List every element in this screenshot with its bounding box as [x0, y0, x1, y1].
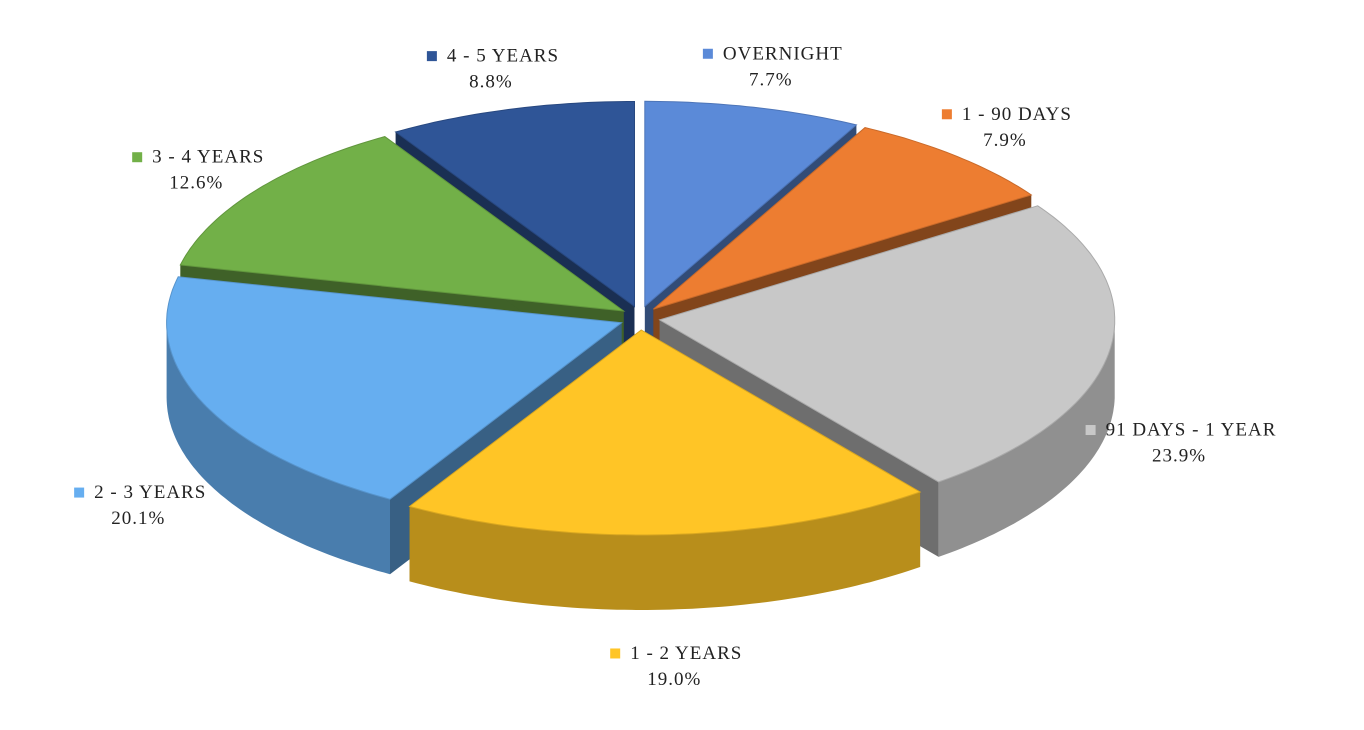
slice: [644, 100, 858, 308]
legend-marker: [426, 51, 437, 62]
slice: [658, 205, 1116, 483]
data-label-name: 2 - 3 YEARS: [94, 482, 206, 503]
legend-marker: [610, 648, 621, 659]
data-label-value: 12.6%: [169, 173, 223, 194]
slice: [653, 127, 1033, 310]
data-label-name: 4 - 5 YEARS: [447, 46, 559, 67]
data-label-name: OVERNIGHT: [723, 43, 843, 64]
slice-side: [409, 492, 921, 610]
data-label-value: 20.1%: [111, 508, 165, 529]
legend-marker: [702, 48, 713, 59]
data-label-value: 19.0%: [647, 669, 701, 690]
data-label-value: 7.7%: [749, 69, 793, 90]
legend-marker: [74, 487, 85, 498]
slice: [166, 276, 623, 500]
slice: [408, 329, 922, 536]
data-label-name: 91 DAYS - 1 YEAR: [1106, 420, 1277, 441]
slice: [179, 136, 626, 312]
slice-side: [166, 322, 390, 575]
legend-marker: [132, 152, 143, 163]
legend-marker: [1085, 425, 1096, 436]
data-label-name: 3 - 4 YEARS: [152, 147, 264, 168]
data-label-name: 1 - 2 YEARS: [630, 643, 742, 664]
data-label-value: 23.9%: [1152, 446, 1206, 467]
data-label-value: 8.8%: [469, 72, 513, 93]
legend-marker: [941, 109, 952, 120]
data-label-name: 1 - 90 DAYS: [962, 104, 1072, 125]
slice-side: [938, 319, 1115, 557]
slice: [394, 101, 635, 308]
data-label-value: 7.9%: [983, 130, 1027, 151]
